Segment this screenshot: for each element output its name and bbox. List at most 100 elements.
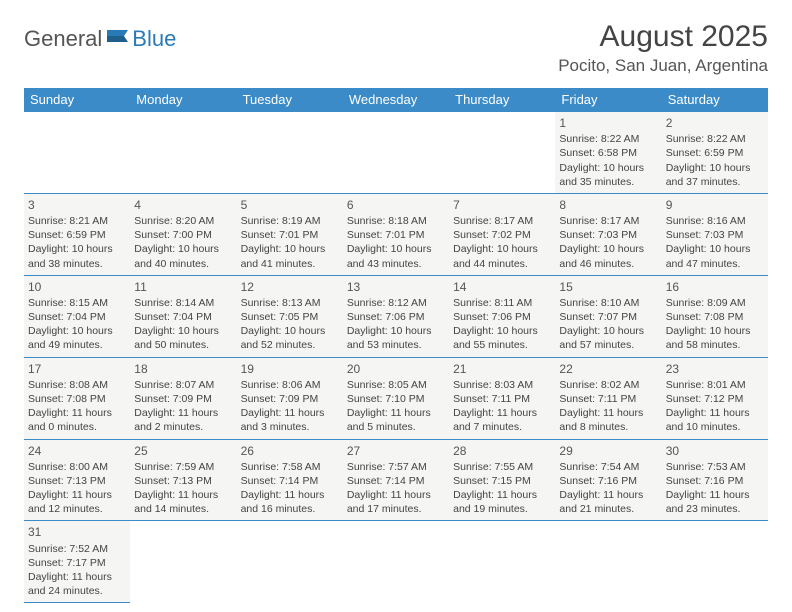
sunset-text: Sunset: 7:01 PM [241,228,339,242]
sunset-text: Sunset: 7:09 PM [134,392,232,406]
sunset-text: Sunset: 6:59 PM [28,228,126,242]
calendar-cell: 12Sunrise: 8:13 AMSunset: 7:05 PMDayligh… [237,275,343,357]
weekday-header: Saturday [662,88,768,112]
daylight-text: Daylight: 10 hours and 46 minutes. [559,242,657,270]
daylight-text: Daylight: 10 hours and 38 minutes. [28,242,126,270]
sunset-text: Sunset: 7:11 PM [559,392,657,406]
day-number: 26 [241,443,339,459]
sunset-text: Sunset: 7:03 PM [666,228,764,242]
sunrise-text: Sunrise: 8:13 AM [241,296,339,310]
daylight-text: Daylight: 10 hours and 58 minutes. [666,324,764,352]
sunset-text: Sunset: 7:10 PM [347,392,445,406]
sunrise-text: Sunrise: 8:11 AM [453,296,551,310]
day-number: 21 [453,361,551,377]
calendar-cell [662,521,768,603]
title-block: August 2025 Pocito, San Juan, Argentina [558,20,768,76]
day-number: 16 [666,279,764,295]
sunset-text: Sunset: 7:12 PM [666,392,764,406]
sunset-text: Sunset: 7:08 PM [666,310,764,324]
calendar-cell [343,112,449,194]
sunrise-text: Sunrise: 7:59 AM [134,460,232,474]
daylight-text: Daylight: 11 hours and 16 minutes. [241,488,339,516]
sunrise-text: Sunrise: 8:22 AM [559,132,657,146]
calendar-row: 17Sunrise: 8:08 AMSunset: 7:08 PMDayligh… [24,357,768,439]
calendar-cell: 14Sunrise: 8:11 AMSunset: 7:06 PMDayligh… [449,275,555,357]
sunrise-text: Sunrise: 7:53 AM [666,460,764,474]
sunset-text: Sunset: 7:03 PM [559,228,657,242]
calendar-cell: 31Sunrise: 7:52 AMSunset: 7:17 PMDayligh… [24,521,130,603]
sunrise-text: Sunrise: 8:18 AM [347,214,445,228]
daylight-text: Daylight: 10 hours and 52 minutes. [241,324,339,352]
day-number: 11 [134,279,232,295]
day-number: 25 [134,443,232,459]
day-number: 13 [347,279,445,295]
sunrise-text: Sunrise: 8:16 AM [666,214,764,228]
calendar-row: 31Sunrise: 7:52 AMSunset: 7:17 PMDayligh… [24,521,768,603]
sunrise-text: Sunrise: 8:06 AM [241,378,339,392]
sunrise-text: Sunrise: 8:15 AM [28,296,126,310]
day-number: 10 [28,279,126,295]
page-header: General Blue August 2025 Pocito, San Jua… [24,20,768,76]
sunset-text: Sunset: 7:16 PM [559,474,657,488]
daylight-text: Daylight: 10 hours and 53 minutes. [347,324,445,352]
day-number: 17 [28,361,126,377]
sunrise-text: Sunrise: 8:12 AM [347,296,445,310]
calendar-cell: 16Sunrise: 8:09 AMSunset: 7:08 PMDayligh… [662,275,768,357]
sunset-text: Sunset: 7:17 PM [28,556,126,570]
calendar-cell: 26Sunrise: 7:58 AMSunset: 7:14 PMDayligh… [237,439,343,521]
calendar-row: 24Sunrise: 8:00 AMSunset: 7:13 PMDayligh… [24,439,768,521]
daylight-text: Daylight: 10 hours and 41 minutes. [241,242,339,270]
sunrise-text: Sunrise: 8:20 AM [134,214,232,228]
daylight-text: Daylight: 10 hours and 35 minutes. [559,161,657,189]
daylight-text: Daylight: 11 hours and 17 minutes. [347,488,445,516]
location-label: Pocito, San Juan, Argentina [558,56,768,76]
sunset-text: Sunset: 7:04 PM [134,310,232,324]
sunset-text: Sunset: 6:58 PM [559,146,657,160]
sunrise-text: Sunrise: 8:19 AM [241,214,339,228]
sunset-text: Sunset: 7:13 PM [134,474,232,488]
day-number: 2 [666,115,764,131]
weekday-header: Wednesday [343,88,449,112]
sunset-text: Sunset: 7:16 PM [666,474,764,488]
sunset-text: Sunset: 7:00 PM [134,228,232,242]
calendar-cell [449,112,555,194]
day-number: 28 [453,443,551,459]
day-number: 3 [28,197,126,213]
sunrise-text: Sunrise: 8:17 AM [453,214,551,228]
sunrise-text: Sunrise: 8:10 AM [559,296,657,310]
daylight-text: Daylight: 11 hours and 24 minutes. [28,570,126,598]
calendar-cell: 30Sunrise: 7:53 AMSunset: 7:16 PMDayligh… [662,439,768,521]
daylight-text: Daylight: 11 hours and 0 minutes. [28,406,126,434]
sunrise-text: Sunrise: 7:58 AM [241,460,339,474]
daylight-text: Daylight: 10 hours and 57 minutes. [559,324,657,352]
day-number: 20 [347,361,445,377]
day-number: 5 [241,197,339,213]
sunrise-text: Sunrise: 7:55 AM [453,460,551,474]
calendar-row: 3Sunrise: 8:21 AMSunset: 6:59 PMDaylight… [24,193,768,275]
calendar-cell: 3Sunrise: 8:21 AMSunset: 6:59 PMDaylight… [24,193,130,275]
calendar-cell: 4Sunrise: 8:20 AMSunset: 7:00 PMDaylight… [130,193,236,275]
sunset-text: Sunset: 7:15 PM [453,474,551,488]
calendar-cell: 18Sunrise: 8:07 AMSunset: 7:09 PMDayligh… [130,357,236,439]
calendar-table: Sunday Monday Tuesday Wednesday Thursday… [24,88,768,603]
day-number: 23 [666,361,764,377]
calendar-cell: 20Sunrise: 8:05 AMSunset: 7:10 PMDayligh… [343,357,449,439]
sunrise-text: Sunrise: 8:08 AM [28,378,126,392]
calendar-cell: 21Sunrise: 8:03 AMSunset: 7:11 PMDayligh… [449,357,555,439]
calendar-cell: 2Sunrise: 8:22 AMSunset: 6:59 PMDaylight… [662,112,768,194]
daylight-text: Daylight: 11 hours and 2 minutes. [134,406,232,434]
logo-text-blue: Blue [132,26,176,52]
calendar-cell: 28Sunrise: 7:55 AMSunset: 7:15 PMDayligh… [449,439,555,521]
calendar-cell: 22Sunrise: 8:02 AMSunset: 7:11 PMDayligh… [555,357,661,439]
day-number: 14 [453,279,551,295]
daylight-text: Daylight: 10 hours and 43 minutes. [347,242,445,270]
calendar-cell: 7Sunrise: 8:17 AMSunset: 7:02 PMDaylight… [449,193,555,275]
weekday-header: Monday [130,88,236,112]
sunset-text: Sunset: 6:59 PM [666,146,764,160]
calendar-cell: 9Sunrise: 8:16 AMSunset: 7:03 PMDaylight… [662,193,768,275]
calendar-cell: 27Sunrise: 7:57 AMSunset: 7:14 PMDayligh… [343,439,449,521]
daylight-text: Daylight: 11 hours and 12 minutes. [28,488,126,516]
sunrise-text: Sunrise: 8:03 AM [453,378,551,392]
sunset-text: Sunset: 7:06 PM [347,310,445,324]
sunrise-text: Sunrise: 8:07 AM [134,378,232,392]
